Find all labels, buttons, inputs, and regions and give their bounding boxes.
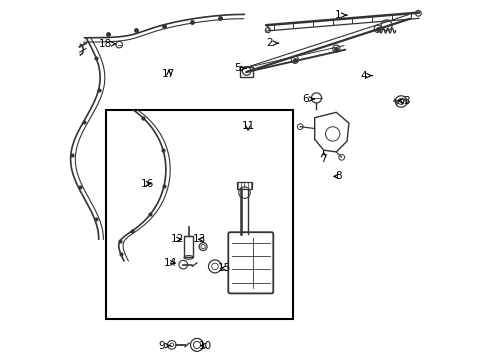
Bar — [237, 182, 251, 189]
Text: 16: 16 — [141, 179, 154, 189]
Text: 9: 9 — [158, 341, 170, 351]
Text: 5: 5 — [234, 63, 245, 73]
Text: 11: 11 — [241, 121, 254, 131]
Text: 8: 8 — [333, 171, 341, 181]
Text: 14: 14 — [164, 258, 177, 268]
Text: 15: 15 — [218, 263, 231, 273]
Text: 1: 1 — [334, 10, 346, 20]
Bar — [240, 67, 253, 77]
Bar — [183, 236, 193, 257]
Text: 2: 2 — [266, 38, 278, 48]
Text: 17: 17 — [162, 69, 175, 79]
Text: 10: 10 — [198, 341, 211, 351]
Text: 12: 12 — [171, 234, 184, 244]
Text: 18: 18 — [99, 39, 116, 49]
Text: 3: 3 — [397, 96, 409, 106]
Text: 7: 7 — [320, 151, 326, 164]
Text: 6: 6 — [302, 94, 314, 104]
Text: 4: 4 — [359, 71, 371, 81]
Text: 13: 13 — [192, 234, 206, 244]
Bar — [106, 110, 292, 319]
